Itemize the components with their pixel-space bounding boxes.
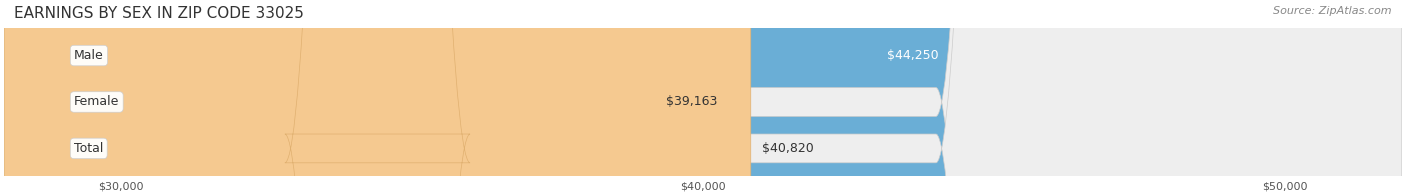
FancyBboxPatch shape <box>4 0 950 196</box>
Text: $44,250: $44,250 <box>887 49 939 62</box>
Text: Female: Female <box>75 95 120 108</box>
FancyBboxPatch shape <box>4 0 654 196</box>
FancyBboxPatch shape <box>4 0 1402 196</box>
Text: $40,820: $40,820 <box>762 142 814 155</box>
FancyBboxPatch shape <box>4 0 1402 196</box>
FancyBboxPatch shape <box>4 0 751 196</box>
Text: $39,163: $39,163 <box>666 95 717 108</box>
Text: Male: Male <box>75 49 104 62</box>
Text: Total: Total <box>75 142 104 155</box>
FancyBboxPatch shape <box>4 0 1402 196</box>
Text: Source: ZipAtlas.com: Source: ZipAtlas.com <box>1274 6 1392 16</box>
Text: EARNINGS BY SEX IN ZIP CODE 33025: EARNINGS BY SEX IN ZIP CODE 33025 <box>14 6 304 21</box>
